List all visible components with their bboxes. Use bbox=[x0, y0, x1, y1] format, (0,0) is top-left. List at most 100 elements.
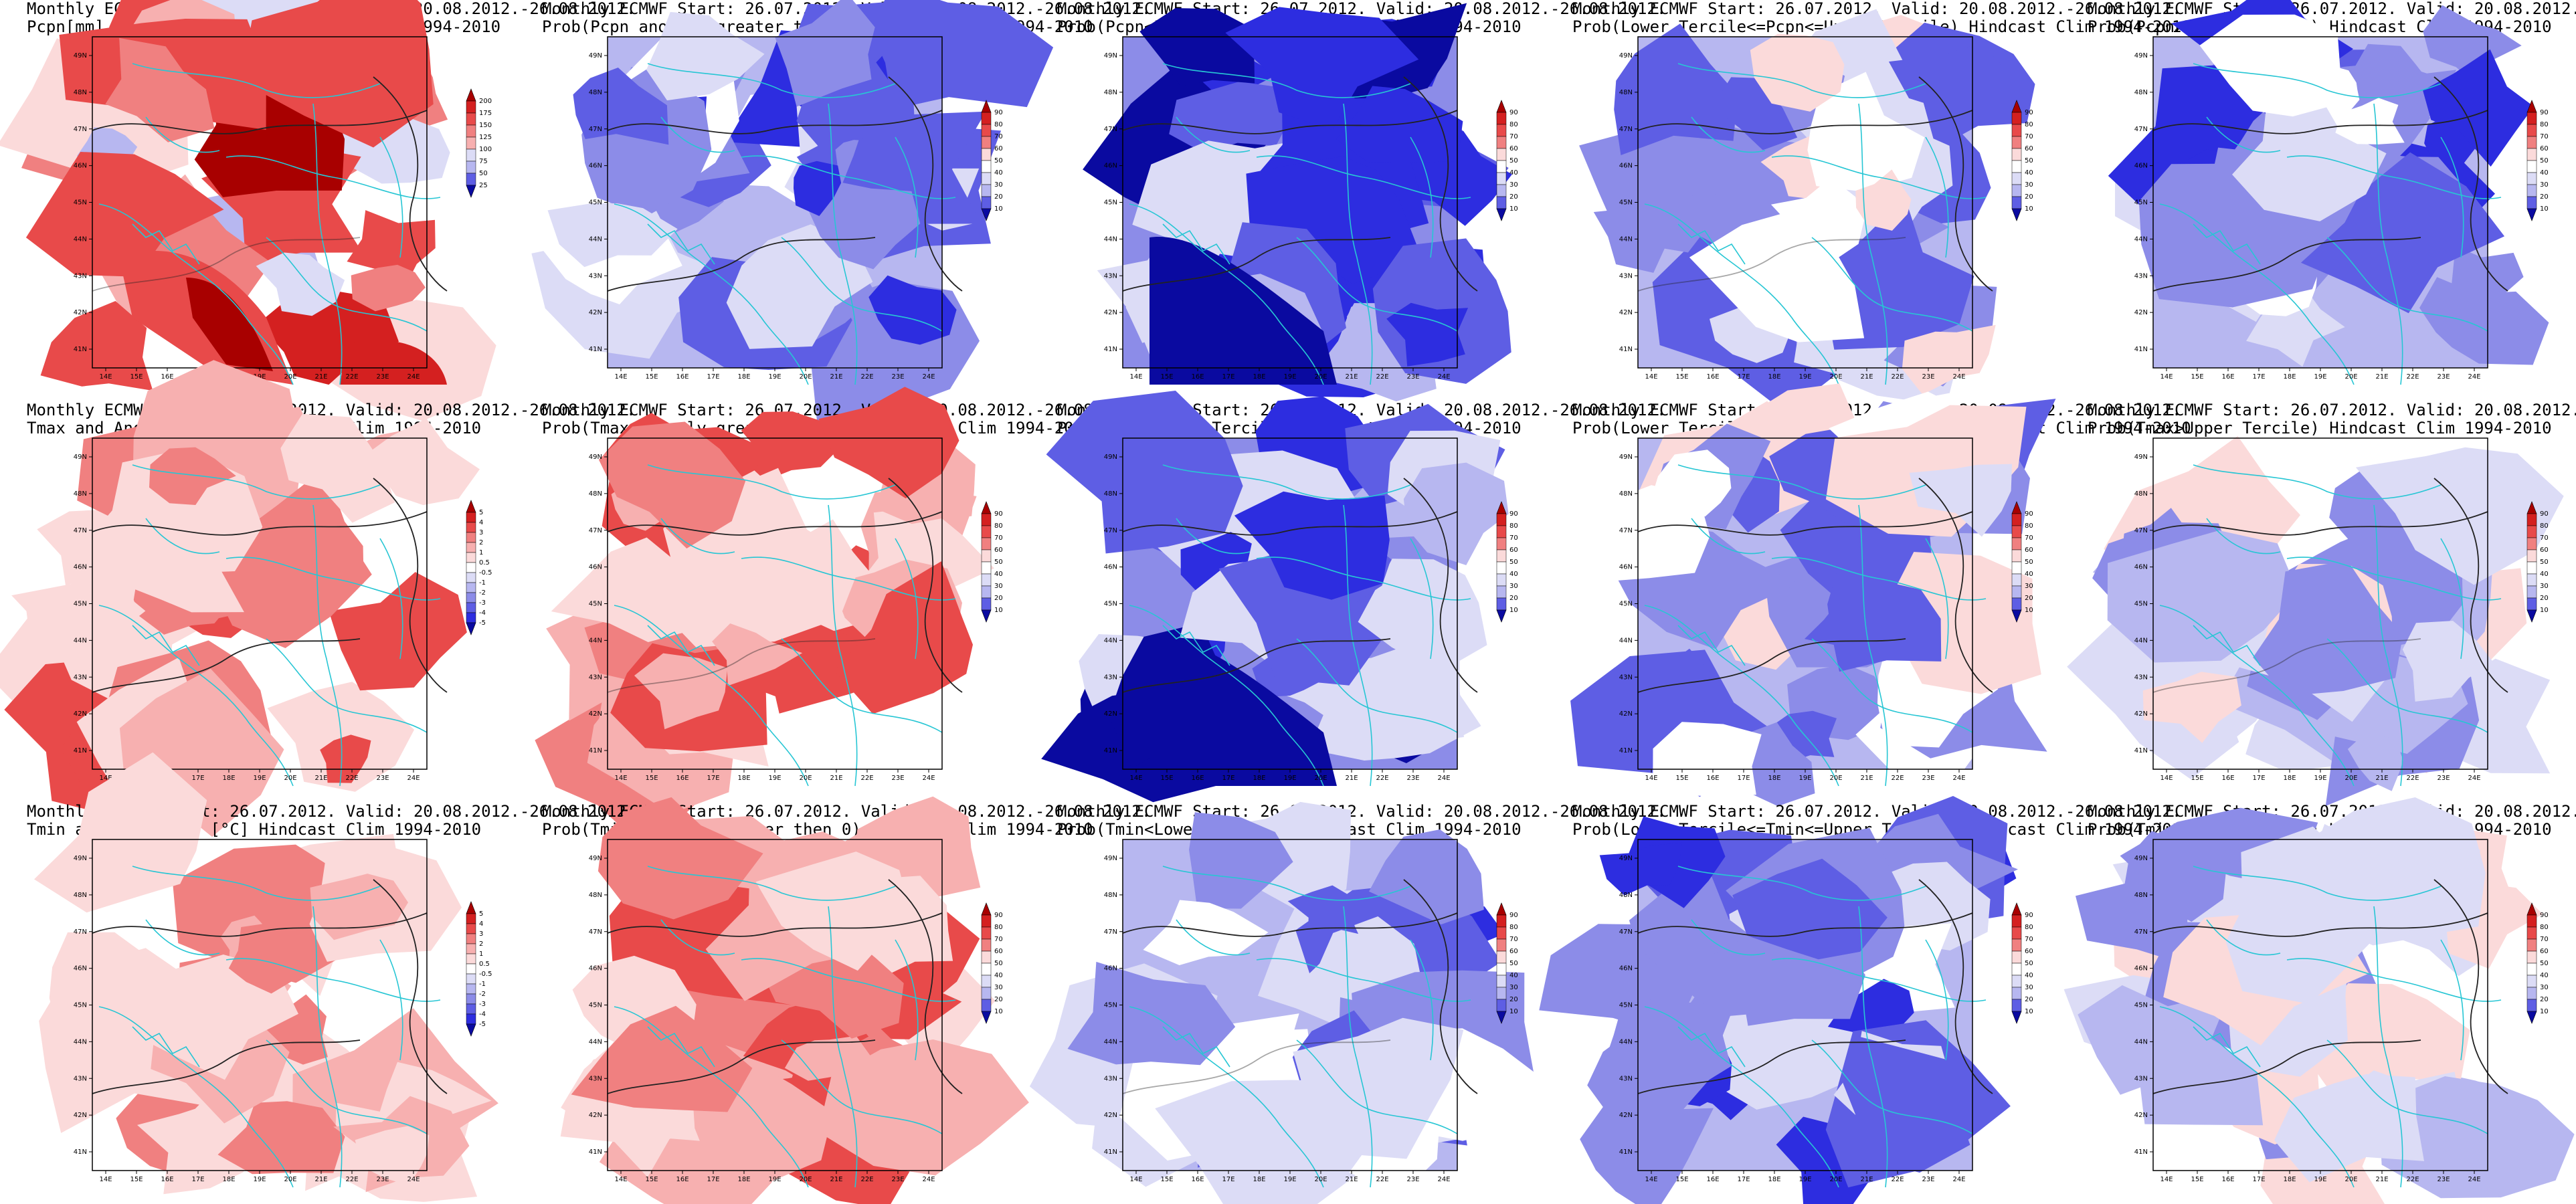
isoline bbox=[92, 912, 428, 937]
colorbar-label: 30 bbox=[994, 583, 1003, 590]
axes: 14E15E16E17E18E19E20E21E22E23E24E49N48N4… bbox=[74, 437, 428, 782]
coast-line bbox=[2193, 464, 2442, 500]
lon-tick-label: 21E bbox=[830, 373, 842, 381]
lat-tick-label: 42N bbox=[2134, 1112, 2148, 1119]
lat-tick-label: 41N bbox=[2134, 1148, 2148, 1156]
coast-line bbox=[895, 136, 919, 258]
field-patch bbox=[1710, 301, 1791, 363]
lat-tick-label: 42N bbox=[589, 1112, 602, 1119]
colorbar-label: 90 bbox=[2540, 912, 2549, 919]
lon-tick-label: 21E bbox=[314, 373, 327, 381]
colorbar-label: 40 bbox=[994, 571, 1003, 578]
coast-line bbox=[2286, 155, 2502, 199]
field-patch bbox=[2225, 826, 2391, 1005]
lat-tick-label: 41N bbox=[74, 747, 87, 755]
field-patch bbox=[1169, 82, 1291, 154]
map-panel: Monthly ECMWF Start: 26.07.2012. Valid: … bbox=[2061, 797, 2576, 1204]
lon-tick-label: 20E bbox=[799, 1176, 812, 1183]
colorbar-label: 50 bbox=[2025, 157, 2033, 165]
field-patch bbox=[186, 278, 273, 371]
lon-tick-label: 17E bbox=[2252, 775, 2265, 782]
field-patch bbox=[365, 418, 480, 506]
coast-line bbox=[1771, 155, 1987, 199]
lon-tick-label: 22E bbox=[860, 373, 873, 381]
lon-tick-label: 24E bbox=[1952, 373, 1965, 381]
lat-tick-label: 43N bbox=[2134, 272, 2148, 280]
map-plot: 14E 15E 16E 17E 18E 19E 20E 21E 22E 23E 24E 49N 48N 4… bbox=[1083, 3, 1512, 402]
coast-line bbox=[1129, 605, 1324, 787]
lon-tick-label: 22E bbox=[345, 1176, 358, 1183]
anomaly-field bbox=[2067, 435, 2564, 807]
field-patch bbox=[775, 0, 875, 107]
lat-tick-label: 49N bbox=[2134, 454, 2148, 461]
lon-tick-label: 19E bbox=[2314, 775, 2326, 782]
coast-line bbox=[312, 504, 343, 787]
lat-tick-label: 49N bbox=[2134, 855, 2148, 862]
lon-tick-label: 24E bbox=[922, 775, 935, 782]
lon-tick-label: 18E bbox=[222, 775, 235, 782]
lat-tick-label: 45N bbox=[1619, 199, 1633, 207]
colorbar: 200 175 150 125 100 75 50 25 bbox=[466, 88, 492, 198]
lon-tick-label: 19E bbox=[253, 775, 266, 782]
lat-tick-label: 46N bbox=[2134, 163, 2148, 170]
colorbar-label: 20 bbox=[1509, 193, 1518, 201]
lat-tick-label: 41N bbox=[1104, 1148, 1117, 1156]
coast-line bbox=[2440, 939, 2464, 1061]
lat-tick-label: 43N bbox=[74, 272, 87, 280]
lon-tick-label: 18E bbox=[1768, 1176, 1780, 1183]
lon-tick-label: 24E bbox=[922, 1176, 935, 1183]
colorbar: 90 80 70 60 50 40 30 20 10 bbox=[1496, 100, 1518, 221]
lon-tick-label: 18E bbox=[737, 373, 750, 381]
colorbar-label: 10 bbox=[2025, 607, 2033, 614]
colorbar-label: 70 bbox=[2540, 133, 2549, 140]
lon-tick-label: 18E bbox=[1768, 775, 1780, 782]
coast-line bbox=[2440, 538, 2464, 660]
colorbar-label: 90 bbox=[2540, 510, 2549, 518]
colorbar-legend: 90 80 70 60 50 40 30 20 10 bbox=[2011, 501, 2033, 623]
colorbar: 90 80 70 60 50 40 30 20 10 bbox=[981, 501, 1003, 623]
coast-line bbox=[1811, 638, 1973, 733]
field-patch bbox=[2347, 732, 2403, 791]
map-panel: Monthly ECMWF Start: 26.07.2012. Valid: … bbox=[515, 0, 1151, 425]
lat-tick-label: 43N bbox=[1619, 1075, 1633, 1082]
coast-line bbox=[1677, 223, 1746, 265]
lon-tick-label: 16E bbox=[2221, 775, 2234, 782]
lat-tick-label: 43N bbox=[589, 272, 602, 280]
field-patch bbox=[1369, 829, 1484, 924]
lon-tick-label: 17E bbox=[2252, 373, 2265, 381]
coast-line bbox=[2326, 638, 2488, 733]
lat-tick-label: 45N bbox=[1104, 1002, 1117, 1009]
field-patch bbox=[1225, 7, 1419, 130]
coast-line bbox=[2326, 237, 2488, 332]
field-patch bbox=[598, 421, 746, 548]
coast-line bbox=[225, 557, 441, 601]
coast-line bbox=[1858, 103, 1888, 385]
colorbar-label: 1 bbox=[479, 950, 483, 958]
colorbar-legend: 90 80 70 60 50 40 30 20 10 bbox=[2011, 100, 2033, 221]
field-patch bbox=[1358, 559, 1487, 673]
field-patch bbox=[34, 752, 207, 913]
lat-tick-label: 45N bbox=[74, 601, 87, 608]
lat-tick-label: 47N bbox=[589, 126, 602, 133]
map-panel: Monthly ECMWF Start: 26.07.2012. Valid: … bbox=[0, 360, 636, 837]
colorbar: 90 80 70 60 50 40 30 20 10 bbox=[981, 100, 1003, 221]
coast-line bbox=[1410, 136, 1434, 258]
colorbar: 90 80 70 60 50 40 30 20 10 bbox=[2526, 902, 2549, 1024]
lat-tick-label: 43N bbox=[589, 674, 602, 681]
coast-line bbox=[266, 237, 428, 332]
colorbar-label: -4 bbox=[479, 609, 486, 617]
panel-title: Prob(Tmax>Upper Tercile) Hindcast Clim 1… bbox=[2088, 419, 2552, 437]
lon-tick-label: 23E bbox=[891, 373, 904, 381]
colorbar-label: 20 bbox=[994, 996, 1003, 1003]
lon-tick-label: 19E bbox=[253, 373, 266, 381]
lat-tick-label: 43N bbox=[1104, 272, 1117, 280]
lon-tick-label: 18E bbox=[222, 1176, 235, 1183]
lat-tick-label: 41N bbox=[74, 1148, 87, 1156]
colorbar-label: 90 bbox=[2025, 912, 2033, 919]
coast-line bbox=[781, 237, 943, 332]
lat-tick-label: 47N bbox=[1619, 928, 1633, 936]
lat-tick-label: 49N bbox=[1104, 855, 1117, 862]
coast-line bbox=[2373, 504, 2403, 787]
colorbar-label: -5 bbox=[479, 1021, 486, 1028]
